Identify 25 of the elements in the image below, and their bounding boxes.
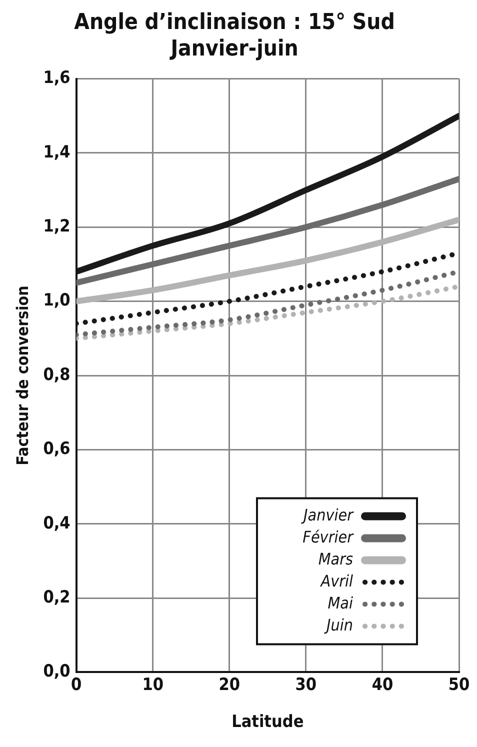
text: Angle d’inclinaison : 15° Sud — [74, 10, 395, 35]
x-tick-label: 10 — [142, 674, 164, 695]
x-tick-label: 20 — [218, 674, 240, 695]
y-tick-label: 0,4 — [43, 513, 70, 534]
y-axis-title: Facteur de conversion — [12, 286, 32, 466]
x-tick-label: 50 — [448, 674, 470, 695]
y-tick-label: 0,2 — [43, 587, 70, 608]
legend-label: Juin — [324, 615, 353, 634]
y-tick-label: 1,2 — [43, 216, 70, 237]
y-tick-label: 1,4 — [43, 142, 70, 162]
legend-label: Février — [302, 527, 354, 546]
y-tick-label: 0,6 — [43, 439, 70, 460]
legend-label: Avril — [320, 571, 353, 590]
x-axis-title: Latitude — [232, 712, 304, 732]
legend-label: Mai — [328, 593, 353, 612]
y-tick-label: 1,6 — [43, 68, 70, 88]
x-tick-label: 40 — [372, 674, 394, 695]
y-tick-label: 0,8 — [43, 364, 70, 385]
y-tick-label: 1,0 — [43, 290, 70, 311]
legend-label: Mars — [318, 549, 354, 568]
legend-label: Janvier — [300, 505, 354, 524]
y-tick-label: 0,0 — [43, 662, 70, 682]
x-tick-label: 30 — [295, 674, 317, 695]
text: Janvier-juin — [170, 36, 298, 62]
x-tick-label: 0 — [70, 674, 82, 695]
